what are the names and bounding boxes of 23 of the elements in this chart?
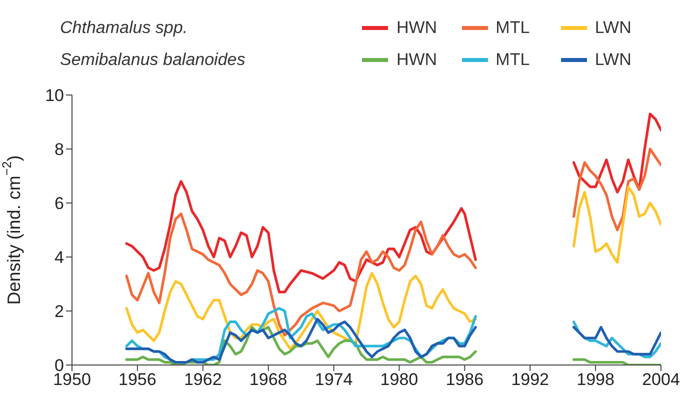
text: Chthamalus spp. — [60, 18, 189, 38]
legend-label: LWN — [594, 18, 632, 38]
x-tick-label: 1974 — [314, 370, 353, 390]
x-tick-label: 1968 — [249, 370, 288, 390]
text: Semibalanus balanoides — [60, 50, 246, 70]
y-tick-label: 6 — [54, 194, 64, 214]
x-tick-label: 2004 — [642, 370, 680, 390]
x-tick-label: 1950 — [53, 370, 91, 390]
x-tick-label: 1992 — [511, 370, 550, 390]
legend-label: LWN — [594, 50, 632, 70]
legend-label: HWN — [396, 18, 438, 38]
x-tick-label: 1998 — [576, 370, 614, 390]
legend-label: MTL — [496, 50, 530, 70]
x-tick-label: 1980 — [380, 370, 418, 390]
x-tick-label: 1962 — [184, 370, 222, 390]
y-tick-label: 2 — [54, 302, 64, 322]
x-tick-label: 1956 — [118, 370, 156, 390]
legend-label: HWN — [396, 50, 438, 70]
legend-label: MTL — [496, 18, 530, 38]
y-tick-label: 4 — [54, 248, 64, 268]
y-tick-label: 10 — [45, 86, 64, 106]
x-tick-label: 1986 — [446, 370, 484, 390]
y-tick-label: 8 — [54, 140, 64, 160]
